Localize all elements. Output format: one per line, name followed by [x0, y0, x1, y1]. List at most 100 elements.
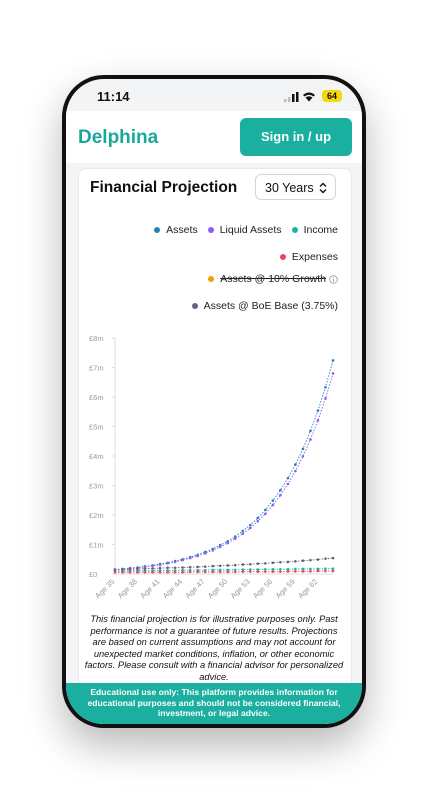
data-point	[113, 568, 117, 571]
status-time: 11:14	[97, 89, 130, 104]
data-point	[181, 566, 184, 569]
data-point	[271, 570, 275, 573]
disclaimer: This financial projection is for illustr…	[84, 614, 344, 682]
data-point	[151, 570, 154, 574]
x-tick-label: Age 53	[229, 577, 252, 600]
data-point	[301, 559, 305, 563]
data-point	[233, 568, 237, 572]
data-point	[233, 570, 237, 574]
y-tick-label: £5m	[89, 423, 104, 432]
x-tick-label: Age 35	[93, 577, 116, 600]
data-point	[113, 570, 117, 574]
data-point	[226, 541, 230, 545]
data-point	[324, 567, 327, 570]
legend-label: Expenses	[291, 251, 338, 263]
data-point	[256, 568, 260, 571]
legend-item[interactable]: Assets	[154, 224, 198, 236]
data-point	[324, 397, 327, 400]
series-line	[114, 360, 334, 571]
data-point	[226, 564, 230, 567]
legend-item[interactable]: Income	[291, 224, 338, 236]
data-point	[331, 567, 335, 570]
data-point	[241, 563, 245, 566]
data-point	[309, 570, 312, 573]
data-point	[309, 429, 312, 433]
data-point	[143, 570, 147, 574]
data-point	[316, 419, 320, 422]
data-point	[173, 570, 177, 574]
data-point	[233, 535, 237, 538]
series-line	[115, 570, 333, 573]
x-tick-label: Age 38	[116, 577, 139, 600]
data-point	[271, 561, 275, 565]
data-point	[256, 519, 260, 523]
data-point	[309, 567, 312, 571]
series-line	[115, 568, 333, 572]
battery: 64	[322, 90, 342, 102]
y-tick-label: £3m	[89, 482, 104, 491]
data-point	[151, 564, 154, 568]
data-point	[158, 563, 162, 567]
x-tick-label: Age 59	[274, 577, 297, 600]
data-point	[196, 554, 199, 558]
legend-item[interactable]: Assets @ BoE Base (3.75%)	[191, 300, 338, 312]
series-line	[114, 373, 334, 571]
info-icon[interactable]	[329, 274, 338, 284]
data-point	[249, 570, 252, 573]
legend-item[interactable]: Liquid Assets	[207, 224, 282, 236]
legend-item[interactable]: Assets @ 10% Growth	[208, 273, 338, 285]
data-point	[173, 566, 177, 570]
data-point	[143, 567, 147, 570]
data-point	[316, 409, 320, 412]
x-tick-label: Age 44	[161, 577, 184, 600]
data-point	[226, 570, 230, 574]
y-tick-label: £7m	[89, 364, 104, 373]
x-tick-label: Age 56	[251, 577, 274, 600]
data-point	[158, 566, 162, 570]
data-point	[241, 529, 245, 533]
data-point	[233, 563, 237, 567]
data-point	[173, 560, 177, 564]
data-point	[166, 566, 169, 570]
data-point	[294, 463, 297, 466]
data-point	[324, 569, 327, 573]
data-point	[203, 565, 207, 568]
data-point	[279, 567, 282, 571]
data-point	[279, 570, 282, 573]
data-point	[188, 556, 192, 560]
chevron-icon	[319, 182, 327, 194]
legend-item[interactable]: Expenses	[279, 251, 338, 263]
data-point	[294, 560, 297, 563]
y-tick-label: £4m	[89, 452, 104, 461]
data-point	[211, 549, 215, 552]
y-tick-label: £2m	[89, 511, 104, 520]
data-point	[188, 570, 192, 574]
legend-label: Assets @ BoE Base (3.75%)	[203, 300, 338, 312]
data-point	[136, 567, 139, 571]
data-point	[249, 562, 252, 566]
data-point	[286, 482, 290, 486]
data-point	[309, 438, 312, 441]
data-point	[301, 570, 305, 573]
legend-dot	[291, 227, 298, 233]
data-point	[294, 570, 297, 573]
data-point	[188, 565, 192, 569]
legend-label: Assets @ 10% Growth	[220, 273, 326, 285]
data-point	[121, 570, 124, 574]
data-point	[316, 567, 320, 571]
legend-row: Assets Liquid Assets Income	[154, 222, 338, 238]
banner: Educational use only: This platform prov…	[66, 683, 362, 724]
sign-in-button[interactable]: Sign in / up	[240, 118, 352, 156]
data-point	[279, 493, 282, 497]
x-tick-label: Age 62	[296, 577, 319, 600]
brand[interactable]: Delphina	[78, 127, 159, 148]
data-point	[271, 499, 275, 502]
legend-dot	[191, 303, 198, 309]
data-point	[271, 567, 275, 571]
data-point	[264, 562, 267, 565]
period-select[interactable]: 30 Years	[255, 174, 336, 200]
select-value: 30 Years	[265, 181, 314, 195]
status-icons	[284, 92, 315, 102]
data-point	[316, 569, 320, 573]
y-tick-label: £6m	[89, 393, 104, 402]
